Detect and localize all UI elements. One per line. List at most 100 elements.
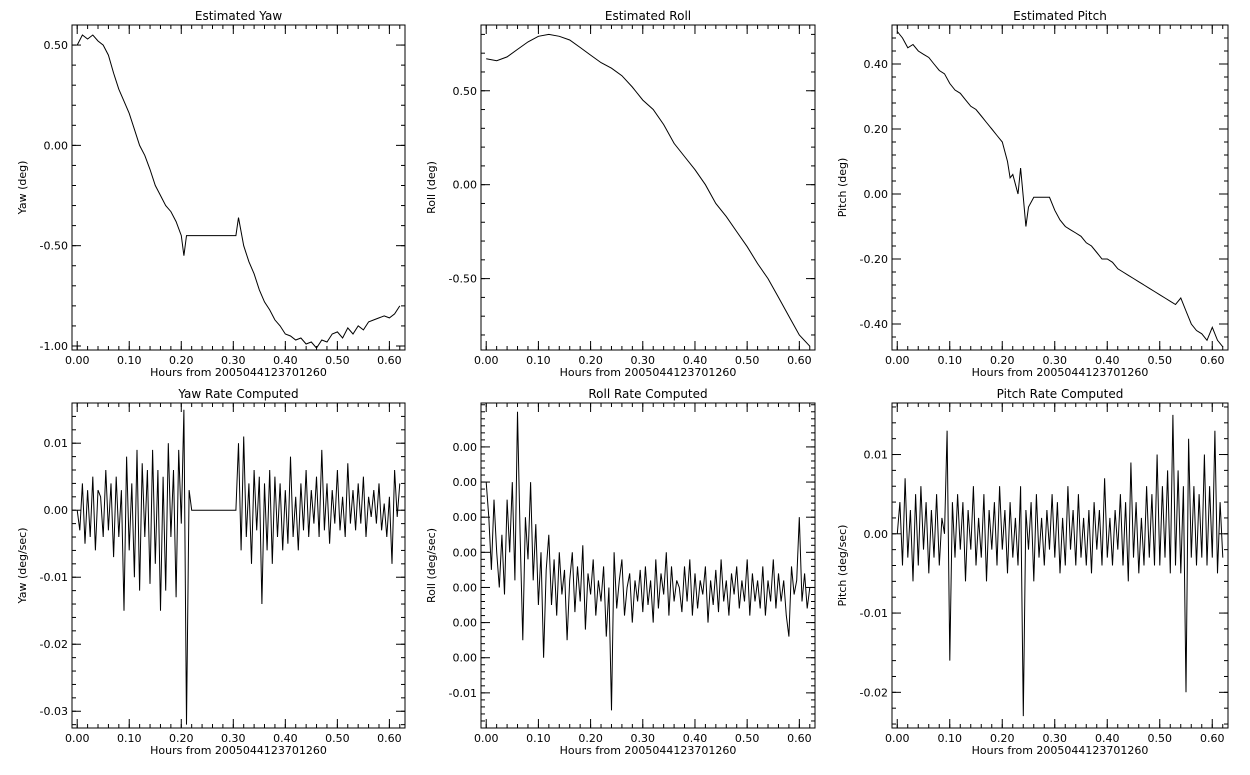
yaw-rate-y-tick-label: 0.00 (44, 504, 69, 517)
roll-chart-title: Estimated Roll (605, 9, 691, 23)
roll-y-tick-label: 0.50 (453, 85, 478, 98)
roll-rate-x-tick-label: 0.40 (683, 732, 708, 745)
pitch-x-tick-label: 0.30 (1043, 354, 1068, 367)
roll-rate-plot-frame (480, 402, 816, 729)
pitch-rate-y-tick-label: 0.01 (864, 449, 889, 462)
roll-rate-y-tick-label: 0.00 (453, 476, 478, 489)
yaw-x-tick-label: 0.20 (169, 354, 194, 367)
roll-rate-y-tick-label: 0.00 (453, 546, 478, 559)
pitch-x-tick-label: 0.20 (990, 354, 1015, 367)
yaw-chart-title: Estimated Yaw (195, 9, 282, 23)
yaw-x-tick-label: 0.00 (65, 354, 90, 367)
roll-y-axis-label: Roll (deg) (425, 161, 438, 214)
yaw-y-tick-label: -1.00 (40, 340, 68, 353)
yaw-y-tick-label: 0.50 (44, 39, 69, 52)
yaw-rate-y-tick-label: -0.02 (40, 638, 68, 651)
roll-rate-x-axis-label: Hours from 2005044123701260 (560, 744, 737, 757)
roll-x-tick-label: 0.10 (526, 354, 551, 367)
yaw-y-tick-label: -0.50 (40, 240, 68, 253)
yaw-series-line (76, 34, 401, 349)
pitch-x-tick-label: 0.60 (1200, 354, 1225, 367)
roll-x-tick-label: 0.50 (735, 354, 760, 367)
roll-rate-y-tick-label: 0.00 (453, 617, 478, 630)
roll-rate-chart-title: Roll Rate Computed (588, 387, 707, 401)
pitch-panel: Estimated Pitch Hours from 20050441237012… (836, 9, 1229, 379)
yaw-y-tick-label: 0.00 (44, 139, 69, 152)
pitch-y-tick-label: 0.20 (864, 123, 889, 136)
roll-x-tick-label: 0.00 (474, 354, 499, 367)
pitch-rate-x-tick-label: 0.20 (990, 732, 1015, 745)
yaw-rate-x-tick-label: 0.30 (221, 732, 246, 745)
roll-series-line (486, 33, 811, 347)
pitch-x-tick-label: 0.50 (1148, 354, 1173, 367)
pitch-rate-x-tick-label: 0.30 (1043, 732, 1068, 745)
yaw-rate-x-tick-label: 0.40 (273, 732, 298, 745)
yaw-y-axis-label: Yaw (deg) (16, 161, 29, 216)
pitch-rate-chart-title: Pitch Rate Computed (997, 387, 1124, 401)
roll-x-axis-label: Hours from 2005044123701260 (560, 366, 737, 379)
roll-rate-series-line (485, 411, 811, 711)
pitch-rate-x-tick-label: 0.50 (1148, 732, 1173, 745)
yaw-rate-x-tick-label: 0.20 (169, 732, 194, 745)
pitch-rate-x-tick-label: 0.00 (885, 732, 910, 745)
pitch-plot-frame (891, 24, 1229, 351)
pitch-rate-x-axis-label: Hours from 2005044123701260 (972, 744, 1149, 757)
pitch-rate-series-line (896, 414, 1224, 717)
pitch-y-tick-label: -0.40 (860, 318, 888, 331)
roll-panel: Estimated Roll Hours from 200504412370126… (425, 9, 816, 379)
pitch-x-tick-label: 0.40 (1095, 354, 1120, 367)
pitch-rate-x-tick-label: 0.60 (1200, 732, 1225, 745)
yaw-rate-y-tick-label: -0.01 (40, 571, 68, 584)
roll-rate-x-tick-label: 0.10 (526, 732, 551, 745)
yaw-x-tick-label: 0.40 (273, 354, 298, 367)
yaw-rate-x-tick-label: 0.50 (325, 732, 350, 745)
pitch-chart-title: Estimated Pitch (1013, 9, 1107, 23)
pitch-x-tick-label: 0.10 (938, 354, 963, 367)
pitch-rate-y-tick-label: -0.02 (860, 686, 888, 699)
roll-rate-x-tick-label: 0.00 (474, 732, 499, 745)
pitch-rate-y-tick-label: 0.00 (864, 528, 889, 541)
yaw-x-tick-label: 0.30 (221, 354, 246, 367)
roll-rate-y-axis-label: Roll (deg/sec) (425, 528, 438, 603)
roll-rate-panel: Roll Rate Computed Hours from 20050441237… (425, 387, 816, 757)
yaw-rate-y-tick-label: 0.01 (44, 437, 69, 450)
roll-y-tick-label: 0.00 (453, 179, 478, 192)
pitch-rate-y-axis-label: Pitch (deg/sec) (836, 525, 849, 607)
pitch-rate-x-tick-label: 0.10 (938, 732, 963, 745)
pitch-rate-panel: Pitch Rate Computed Hours from 2005044123… (836, 387, 1229, 757)
pitch-y-axis-label: Pitch (deg) (836, 158, 849, 218)
roll-x-tick-label: 0.40 (683, 354, 708, 367)
yaw-rate-x-tick-label: 0.60 (377, 732, 402, 745)
yaw-x-tick-label: 0.50 (325, 354, 350, 367)
yaw-rate-y-axis-label: Yaw (deg/sec) (16, 527, 29, 604)
roll-rate-y-tick-label: 0.00 (453, 652, 478, 665)
yaw-x-axis-label: Hours from 2005044123701260 (150, 366, 327, 379)
roll-plot-frame (480, 24, 816, 351)
pitch-rate-x-tick-label: 0.40 (1095, 732, 1120, 745)
pitch-series-line (896, 31, 1224, 348)
yaw-panel: Estimated Yaw Hours from 2005044123701260… (16, 9, 406, 379)
roll-x-tick-label: 0.60 (787, 354, 812, 367)
roll-rate-x-tick-label: 0.60 (787, 732, 812, 745)
pitch-y-tick-label: 0.00 (864, 188, 889, 201)
roll-x-tick-label: 0.20 (578, 354, 603, 367)
pitch-rate-y-tick-label: -0.01 (860, 607, 888, 620)
roll-rate-y-tick-label: 0.00 (453, 441, 478, 454)
yaw-rate-x-tick-label: 0.10 (117, 732, 142, 745)
roll-rate-x-tick-label: 0.30 (631, 732, 656, 745)
roll-rate-y-tick-label: -0.01 (449, 687, 477, 700)
yaw-rate-x-axis-label: Hours from 2005044123701260 (150, 744, 327, 757)
pitch-y-tick-label: -0.20 (860, 253, 888, 266)
roll-rate-y-tick-label: 0.00 (453, 511, 478, 524)
yaw-rate-series-line (76, 409, 401, 725)
pitch-x-tick-label: 0.00 (885, 354, 910, 367)
pitch-x-axis-label: Hours from 2005044123701260 (972, 366, 1149, 379)
yaw-plot-frame (71, 24, 406, 351)
pitch-y-tick-label: 0.40 (864, 58, 889, 71)
yaw-rate-x-tick-label: 0.00 (65, 732, 90, 745)
roll-rate-x-tick-label: 0.50 (735, 732, 760, 745)
roll-y-tick-label: -0.50 (449, 273, 477, 286)
yaw-rate-chart-title: Yaw Rate Computed (177, 387, 298, 401)
yaw-rate-y-tick-label: -0.03 (40, 705, 68, 718)
